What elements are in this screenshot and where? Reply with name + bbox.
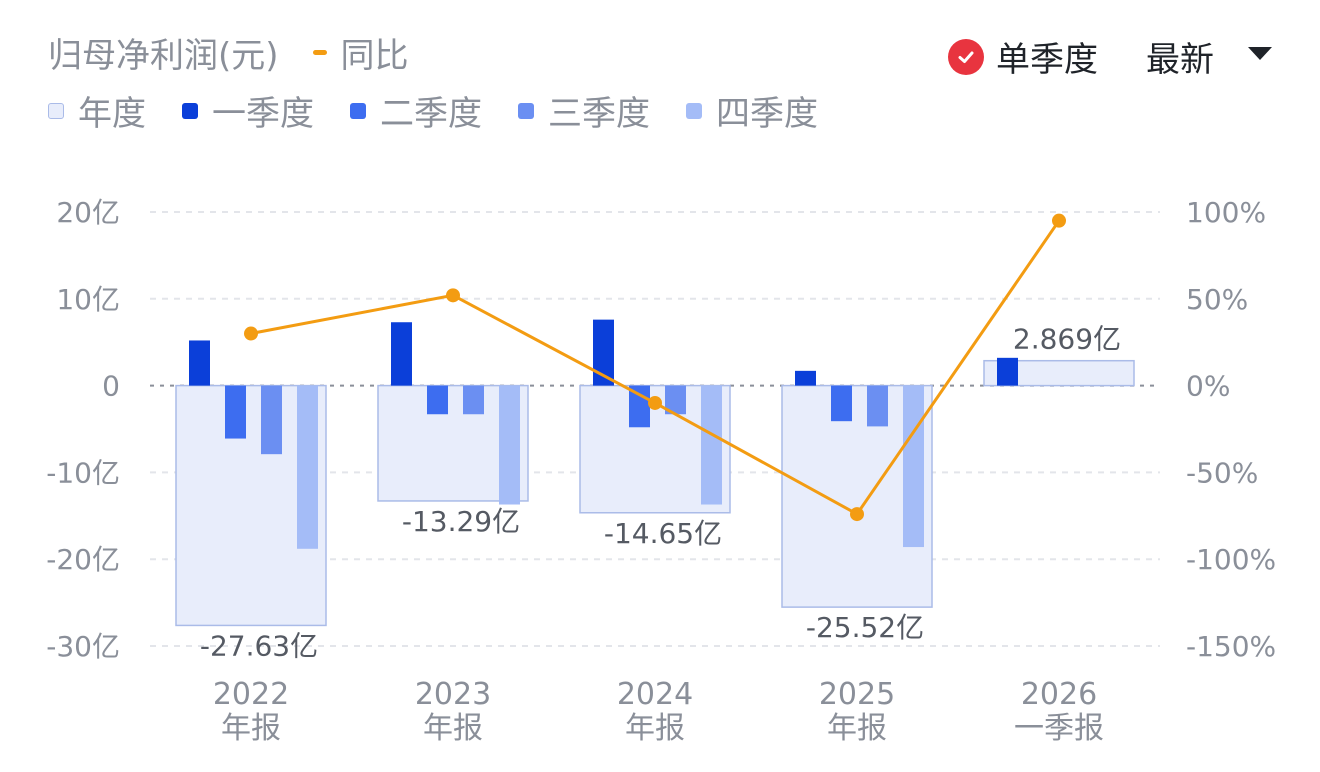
x-tick-period: 一季报 xyxy=(1014,711,1104,746)
legend-swatch xyxy=(518,102,534,119)
legend-item-q3[interactable]: 三季度 xyxy=(518,86,650,135)
quarter-bar xyxy=(261,385,282,455)
legend-label: 三季度 xyxy=(548,94,650,134)
annual-value-label: -13.29亿 xyxy=(402,505,520,538)
yoy-point xyxy=(850,507,864,522)
legend-item-annual[interactable]: 年度 xyxy=(48,86,146,135)
chart-title: 归母净利润(元) 同比 xyxy=(48,28,409,77)
y-right-tick-label: -150% xyxy=(1186,630,1276,663)
legend-swatch xyxy=(48,102,64,119)
y-right-tick-label: -50% xyxy=(1186,456,1258,489)
annual-value-label: -14.65亿 xyxy=(604,517,722,550)
x-tick-year: 2025 xyxy=(819,677,895,712)
toggle-label: 单季度 xyxy=(996,40,1098,80)
legend-swatch xyxy=(350,102,366,119)
x-tick-period: 年报 xyxy=(221,711,281,746)
chart-legend: 年度 一季度 二季度 三季度 四季度 xyxy=(48,86,854,135)
x-tick-period: 年报 xyxy=(423,711,483,746)
x-tick-period: 年报 xyxy=(827,711,887,746)
period-select[interactable]: 最新 xyxy=(1146,32,1272,81)
chevron-down-icon xyxy=(1248,47,1272,60)
y-left-tick-label: -30亿 xyxy=(46,630,120,663)
legend-item-q4[interactable]: 四季度 xyxy=(686,86,818,135)
quarter-bar xyxy=(189,340,210,386)
legend-item-q1[interactable]: 一季度 xyxy=(182,86,314,135)
annual-value-label: 2.869亿 xyxy=(1013,323,1121,356)
yoy-legend-dash xyxy=(312,50,327,55)
y-left-tick-label: 0 xyxy=(102,370,120,403)
yoy-legend-label: 同比 xyxy=(340,36,409,76)
x-tick-year: 2024 xyxy=(617,677,693,712)
yoy-point xyxy=(648,395,662,410)
quarter-bar xyxy=(701,385,722,505)
quarter-bar xyxy=(499,385,520,505)
y-left-tick-label: -20亿 xyxy=(46,543,120,576)
quarter-bar xyxy=(867,385,888,427)
y-left-tick-label: 20亿 xyxy=(56,196,120,229)
legend-label: 一季度 xyxy=(212,94,314,134)
x-tick-year: 2026 xyxy=(1021,677,1097,712)
x-tick-year: 2022 xyxy=(213,677,289,712)
y-right-tick-label: -100% xyxy=(1186,543,1276,576)
legend-swatch xyxy=(686,102,702,119)
single-quarter-toggle[interactable]: 单季度 xyxy=(948,32,1098,81)
yoy-point xyxy=(244,326,258,341)
y-left-tick-label: 10亿 xyxy=(56,283,120,316)
quarter-bar xyxy=(831,385,852,422)
legend-label: 二季度 xyxy=(380,94,482,134)
quarter-bar xyxy=(225,385,246,439)
quarter-bar xyxy=(795,370,816,386)
annual-value-label: -25.52亿 xyxy=(806,611,924,644)
yoy-point xyxy=(446,288,460,303)
quarter-bar xyxy=(665,385,686,415)
quarter-bar xyxy=(903,385,924,548)
legend-swatch xyxy=(182,102,198,119)
y-left-tick-label: -10亿 xyxy=(46,456,120,489)
x-tick-year: 2023 xyxy=(415,677,491,712)
check-icon xyxy=(948,38,984,75)
period-select-value: 最新 xyxy=(1146,40,1214,80)
legend-item-q2[interactable]: 二季度 xyxy=(350,86,482,135)
quarter-bar xyxy=(391,322,412,386)
title-text: 归母净利润(元) xyxy=(48,36,279,76)
legend-label: 四季度 xyxy=(716,94,818,134)
quarter-bar xyxy=(297,385,318,549)
y-right-tick-label: 50% xyxy=(1186,283,1248,316)
quarter-bar xyxy=(463,385,484,415)
x-tick-period: 年报 xyxy=(625,711,685,746)
quarter-bar xyxy=(997,357,1018,386)
legend-label: 年度 xyxy=(78,94,146,134)
yoy-point xyxy=(1052,213,1066,228)
y-right-tick-label: 0% xyxy=(1186,370,1230,403)
quarter-bar xyxy=(593,319,614,386)
quarter-bar xyxy=(427,385,448,415)
annual-value-label: -27.63亿 xyxy=(200,629,318,662)
y-right-tick-label: 100% xyxy=(1186,196,1266,229)
